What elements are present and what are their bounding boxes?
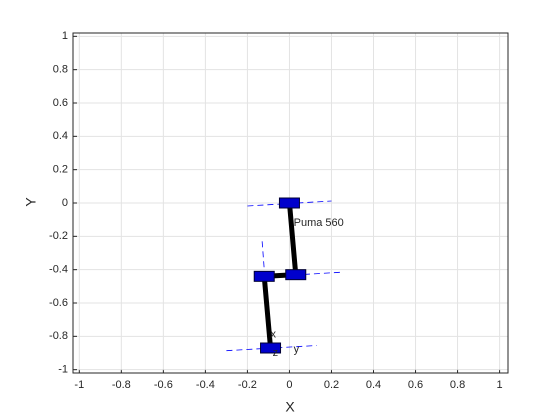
x-tick-label: 0.8 [450,379,465,391]
x-tick-label: 0.4 [366,379,381,391]
x-tick-label: 1 [497,379,503,391]
y-tick-label: 0 [62,197,68,209]
y-tick-label: 0.2 [53,164,68,176]
x-tick-label: -0.6 [154,379,173,391]
annotation: x [271,329,277,341]
y-axis-label: Y [23,197,39,207]
y-tick-label: 0.6 [53,97,68,109]
axes-box [72,32,509,374]
y-tick-label: 1 [62,30,68,42]
annotation: z [273,347,279,359]
x-tick-label: -0.4 [196,379,215,391]
x-tick-label: -0.2 [238,379,257,391]
y-tick-label: 0.4 [53,130,68,142]
joint [260,342,282,354]
y-tick-label: -0.6 [49,297,68,309]
x-tick-label: 0 [286,379,292,391]
y-tick-label: -0.2 [49,230,68,242]
y-tick-label: 0.8 [53,64,68,76]
annotation: Puma 560 [294,217,344,229]
x-tick-label: -1 [74,379,84,391]
y-tick-label: -0.4 [49,264,68,276]
y-tick-label: -0.8 [49,330,68,342]
robot-link [261,202,299,349]
annotation: y [294,344,300,356]
x-tick-label: -0.8 [112,379,131,391]
joint [253,270,275,282]
joint [285,269,307,281]
y-tick-label: -1 [58,364,68,376]
plot-area: -1 -0.8 -0.6 -0.4 -0.2 0 0.2 0.4 0.6 0.8 1 -1 -0.8 -0… [49,30,509,391]
x-tick-label: 0.2 [324,379,339,391]
x-tick-label: 0.6 [408,379,423,391]
joint [278,197,300,209]
x-axis-label: X [285,399,295,415]
